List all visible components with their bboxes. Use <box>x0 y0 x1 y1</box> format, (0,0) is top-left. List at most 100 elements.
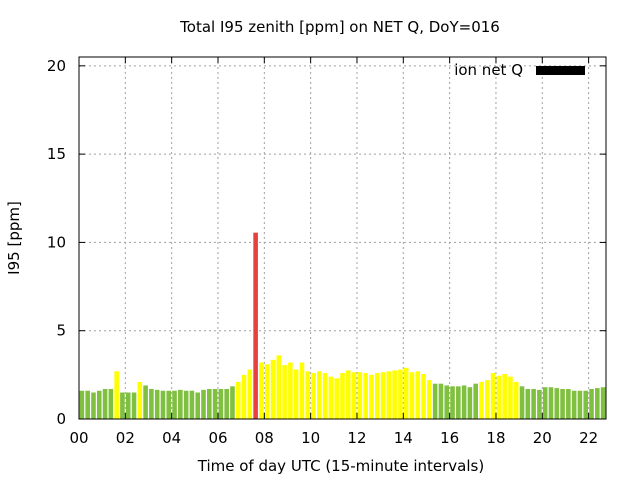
bar <box>456 386 461 419</box>
bars <box>79 232 606 419</box>
bar <box>317 371 322 419</box>
bar <box>85 390 90 419</box>
bar <box>131 392 137 419</box>
bar <box>589 388 594 419</box>
bar <box>444 385 450 419</box>
bar <box>345 370 351 419</box>
legend-swatch <box>536 66 585 75</box>
bar <box>513 381 519 419</box>
x-tick-label: 08 <box>255 429 274 447</box>
bar <box>102 388 108 419</box>
bar <box>178 389 183 419</box>
bar <box>595 388 600 419</box>
bar <box>114 371 119 419</box>
bar <box>288 362 293 419</box>
x-axis-label: Time of day UTC (15-minute intervals) <box>197 457 484 475</box>
bar <box>270 359 276 419</box>
legend: ion net Q <box>454 61 585 79</box>
x-tick-labels: 00 02 04 06 08 10 12 14 16 18 20 22 <box>69 429 598 447</box>
y-tick-label: 0 <box>56 410 66 428</box>
bar <box>212 388 218 419</box>
bar <box>172 390 177 419</box>
bar <box>299 362 305 419</box>
bar <box>537 389 542 419</box>
bar <box>247 369 253 419</box>
bar <box>293 369 299 419</box>
x-tick-label: 06 <box>208 429 227 447</box>
bar <box>421 373 426 419</box>
grid <box>79 57 606 419</box>
bar <box>340 373 345 419</box>
bar <box>374 373 380 419</box>
x-tick-label: 00 <box>69 429 88 447</box>
bar <box>259 362 264 419</box>
bar <box>108 388 114 419</box>
bar <box>415 371 421 419</box>
bar <box>571 390 577 419</box>
x-tick-label: 12 <box>347 429 366 447</box>
bar <box>554 388 560 419</box>
bar <box>583 390 589 419</box>
bar <box>450 386 455 419</box>
bar <box>357 372 363 419</box>
bar <box>195 392 201 419</box>
ticks <box>78 57 606 420</box>
bar <box>334 378 340 419</box>
bar <box>305 371 311 419</box>
plot-frame <box>78 56 607 420</box>
x-tick-label: 04 <box>162 429 181 447</box>
bar <box>508 376 513 419</box>
bar <box>189 390 195 419</box>
bar <box>560 388 565 419</box>
bar <box>479 381 484 419</box>
bar <box>542 387 548 419</box>
bar <box>473 383 478 419</box>
bar <box>351 372 357 419</box>
bar <box>566 388 571 419</box>
bar <box>427 380 432 419</box>
bar <box>322 373 328 419</box>
bar <box>276 355 282 419</box>
x-tick-label: 18 <box>486 429 505 447</box>
bar <box>496 375 502 419</box>
bar <box>519 386 525 419</box>
bar <box>201 389 206 419</box>
chart-title: Total I95 zenith [ppm] on NET Q, DoY=016 <box>179 18 500 36</box>
x-tick-label: 16 <box>440 429 459 447</box>
bar <box>502 373 507 419</box>
bar <box>403 367 409 419</box>
bar <box>241 374 247 419</box>
bar <box>461 385 467 419</box>
bar <box>369 374 374 419</box>
bar <box>409 372 415 419</box>
bar <box>531 388 536 419</box>
bar <box>137 381 143 419</box>
bar <box>218 388 224 419</box>
bar <box>79 390 85 419</box>
bar <box>235 381 241 419</box>
y-tick-label: 15 <box>47 145 66 163</box>
bar <box>467 387 473 419</box>
bar <box>363 373 368 419</box>
y-tick-label: 5 <box>56 322 66 340</box>
bar <box>525 388 531 419</box>
y-tick-label: 10 <box>47 233 66 251</box>
bar <box>328 376 334 419</box>
bar <box>548 387 554 419</box>
bar <box>264 364 270 419</box>
bar <box>577 390 583 419</box>
bar <box>380 372 386 419</box>
bar <box>282 365 287 419</box>
bar <box>600 387 606 419</box>
bar <box>386 371 392 419</box>
bar <box>149 388 154 419</box>
bar <box>207 388 212 419</box>
bar <box>96 390 102 419</box>
bar <box>120 392 125 419</box>
bar <box>91 392 96 419</box>
bar <box>253 232 258 419</box>
bar <box>224 388 229 419</box>
x-tick-label: 22 <box>579 429 598 447</box>
x-tick-label: 14 <box>394 429 413 447</box>
bar <box>432 383 438 419</box>
